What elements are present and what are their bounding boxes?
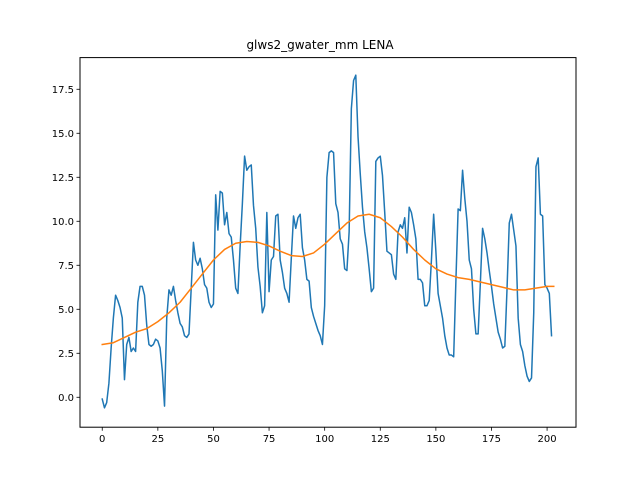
y-tick-label: 2.5 — [58, 349, 74, 360]
chart-title: glws2_gwater_mm LENA — [246, 38, 394, 52]
y-tick-label: 12.5 — [52, 173, 74, 184]
y-tick-label: 15.0 — [52, 129, 74, 140]
x-tick-label: 200 — [538, 434, 557, 445]
x-tick-label: 100 — [315, 434, 334, 445]
series-line-2 — [101, 213, 555, 346]
plot-area — [101, 74, 555, 409]
y-tick-label: 17.5 — [52, 85, 74, 96]
x-tick-label: 125 — [371, 434, 390, 445]
y-tick-label: 0.0 — [58, 393, 74, 404]
x-tick-label: 175 — [482, 434, 501, 445]
y-axis: 0.0 2.5 5.0 7.5 10.0 12.5 15.0 17.5 — [52, 85, 80, 404]
x-tick-label: 75 — [263, 434, 276, 445]
x-axis: 0 25 50 75 100 125 150 175 200 — [99, 427, 557, 445]
y-tick-label: 7.5 — [58, 261, 74, 272]
x-tick-label: 0 — [99, 434, 105, 445]
x-tick-label: 25 — [151, 434, 164, 445]
x-tick-label: 50 — [207, 434, 220, 445]
axes-frame — [79, 57, 577, 428]
x-tick-label: 150 — [426, 434, 445, 445]
y-tick-label: 10.0 — [52, 217, 74, 228]
y-tick-label: 5.0 — [58, 305, 74, 316]
series-line-1 — [101, 74, 553, 409]
